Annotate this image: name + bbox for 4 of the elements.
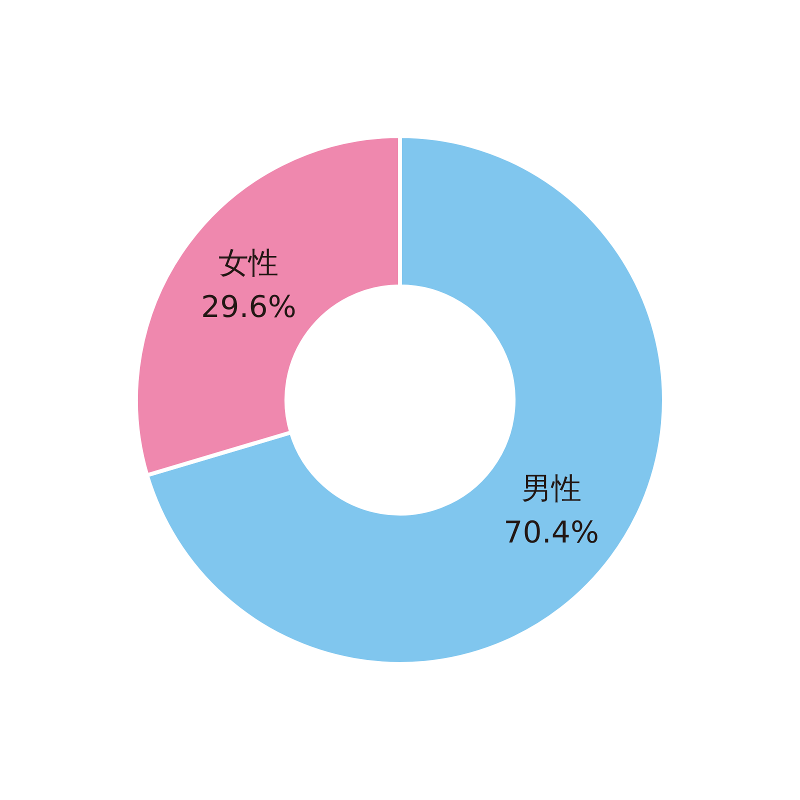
data-label: 70.4% [504, 516, 599, 551]
slice-label: 女性 [218, 246, 279, 281]
slice-label: 男性 [521, 472, 582, 507]
data-label: 29.6% [201, 290, 296, 325]
